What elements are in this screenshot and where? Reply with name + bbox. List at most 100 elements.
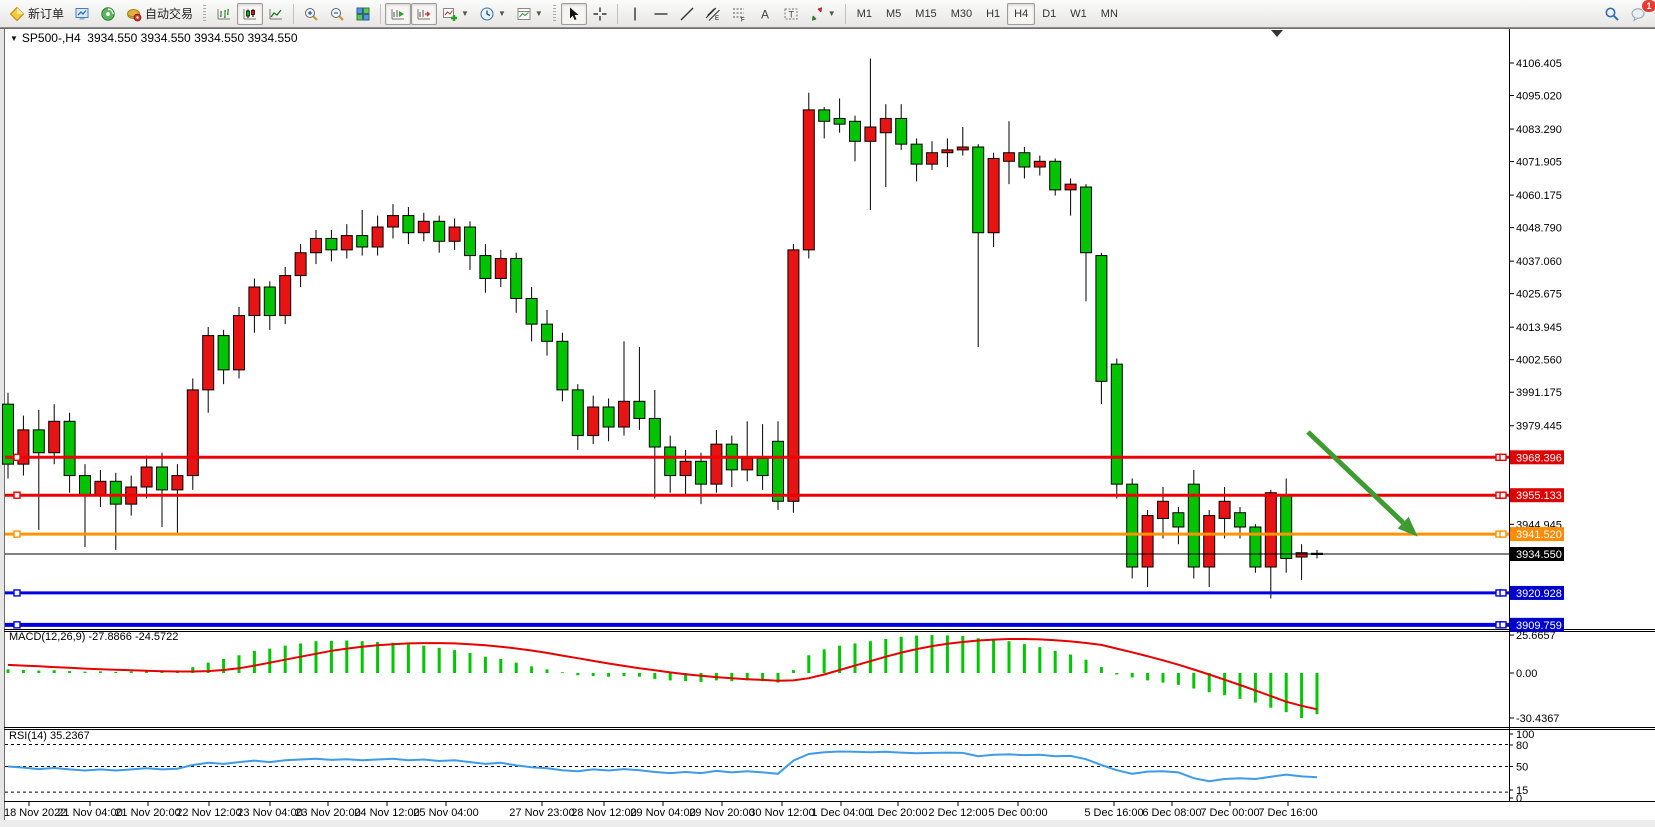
line-handle[interactable] — [1499, 530, 1507, 538]
search-button[interactable] — [1599, 3, 1625, 25]
macd-histogram-bar — [37, 670, 41, 673]
line-handle[interactable] — [1499, 491, 1507, 499]
current-price-label: 3934.550 — [1516, 549, 1562, 561]
candle — [448, 218, 461, 250]
macd-histogram-bar — [684, 673, 688, 682]
svg-text:T: T — [788, 9, 794, 19]
macd-histogram-bar — [314, 641, 318, 673]
chart-shift-button[interactable] — [411, 2, 438, 25]
price-tick-label: 4002.560 — [1516, 355, 1562, 367]
chart-bars-button[interactable] — [211, 3, 237, 25]
macd-histogram-bar — [6, 669, 10, 673]
line-handle[interactable] — [1499, 589, 1507, 597]
macd-histogram-bar — [406, 644, 410, 673]
zoom-in-button[interactable] — [298, 3, 324, 25]
candle-body — [818, 109, 831, 122]
candle — [1033, 155, 1046, 176]
candle — [941, 138, 954, 168]
macd-histogram-bar — [591, 673, 595, 676]
macd-histogram-bar — [98, 671, 102, 673]
candle-body — [802, 109, 815, 251]
line-handle[interactable] — [13, 621, 21, 629]
text-label-button[interactable]: T — [778, 3, 804, 25]
channel-button[interactable]: E — [700, 3, 726, 25]
indicators-button[interactable]: ▼ — [437, 3, 474, 25]
candle-body — [541, 323, 553, 342]
line-handle[interactable] — [13, 491, 21, 499]
candle — [618, 341, 630, 436]
line-handle[interactable] — [13, 589, 21, 597]
annotation-arrow[interactable] — [1306, 430, 1418, 537]
macd-histogram-bar — [915, 635, 919, 673]
crosshair-button[interactable] — [587, 3, 613, 25]
timeframe-m15[interactable]: M15 — [915, 7, 937, 20]
candle-body — [402, 215, 415, 234]
tile-windows-icon — [356, 7, 370, 20]
timeframe-mn[interactable]: MN — [1100, 7, 1118, 20]
cursor-button[interactable] — [560, 2, 587, 25]
candle — [849, 115, 861, 162]
macd-histogram-bar — [437, 647, 441, 673]
zoom-out-button[interactable] — [324, 3, 350, 25]
candle-body — [741, 457, 754, 471]
macd-histogram-bar — [329, 640, 333, 673]
timeframe-h4[interactable]: H4 — [1007, 2, 1036, 25]
periods-button[interactable]: ▼ — [474, 3, 511, 25]
templates-button[interactable]: ▼ — [511, 3, 548, 25]
candle-body — [787, 249, 800, 502]
macd-histogram-bar — [252, 650, 256, 673]
candle-body — [17, 429, 30, 465]
candle-body — [140, 466, 153, 488]
timeframe-d1[interactable]: D1 — [1042, 7, 1057, 20]
trendline-button[interactable] — [674, 3, 700, 25]
new-order-button[interactable]: 新订单 — [4, 3, 69, 25]
macd-histogram-bar — [483, 656, 487, 673]
candle-body — [1187, 483, 1200, 568]
candle-body — [756, 457, 769, 477]
autoscroll-button[interactable] — [385, 2, 412, 25]
candle — [802, 92, 815, 259]
macd-histogram-bar — [345, 640, 349, 673]
line-handle[interactable] — [13, 530, 21, 538]
arrows-button[interactable]: ▼ — [804, 3, 841, 25]
timeframe-m5[interactable]: M5 — [886, 7, 902, 20]
text-icon: A — [761, 7, 769, 21]
candle-body — [479, 255, 492, 279]
candles-layer — [2, 58, 1323, 599]
symbol-quotes: 3934.550 3934.550 3934.550 3934.550 — [87, 31, 298, 45]
candle — [32, 409, 45, 530]
macd-histogram-bar — [791, 670, 795, 673]
line-handle[interactable] — [1499, 453, 1507, 462]
macd-histogram-bar — [730, 673, 734, 682]
macd-histogram-bar — [637, 673, 641, 677]
symbol-info-bar[interactable]: ▼ SP500-,H4 3934.550 3934.550 3934.550 39… — [10, 31, 298, 45]
line-handle[interactable] — [1499, 621, 1507, 629]
fibonacci-button[interactable]: F — [726, 3, 752, 25]
vertical-line-button[interactable] — [622, 3, 648, 25]
horizontal-line-button[interactable] — [648, 3, 674, 25]
market-watch-button[interactable] — [69, 3, 95, 25]
tile-windows-button[interactable] — [350, 3, 376, 25]
timeframe-w1[interactable]: W1 — [1070, 7, 1087, 20]
signals-button[interactable] — [95, 3, 121, 25]
timeframe-m1[interactable]: M1 — [856, 7, 872, 20]
price-level-label-bg — [1510, 450, 1564, 465]
text-button[interactable]: A — [752, 3, 778, 25]
crosshair-icon — [593, 7, 607, 20]
zoom-out-icon — [331, 7, 344, 21]
chart-candles-button[interactable] — [237, 2, 264, 25]
macd-histogram-bar — [468, 653, 472, 673]
macd-histogram-bar — [422, 645, 426, 673]
notifications-button[interactable]: 1 — [1625, 0, 1655, 25]
candle-body — [1095, 255, 1108, 382]
candle-body — [1110, 363, 1123, 485]
timeframe-m30[interactable]: M30 — [950, 7, 973, 20]
chart-line-button[interactable] — [263, 3, 289, 25]
rsi-scale-label: 15 — [1516, 785, 1528, 797]
timeframe-h1[interactable]: H1 — [986, 7, 1001, 20]
macd-histogram-bar — [1022, 644, 1026, 673]
price-tick-label: 3991.175 — [1516, 387, 1562, 399]
line-handle[interactable] — [13, 453, 21, 462]
autotrade-button[interactable]: 自动交易 — [121, 3, 198, 25]
